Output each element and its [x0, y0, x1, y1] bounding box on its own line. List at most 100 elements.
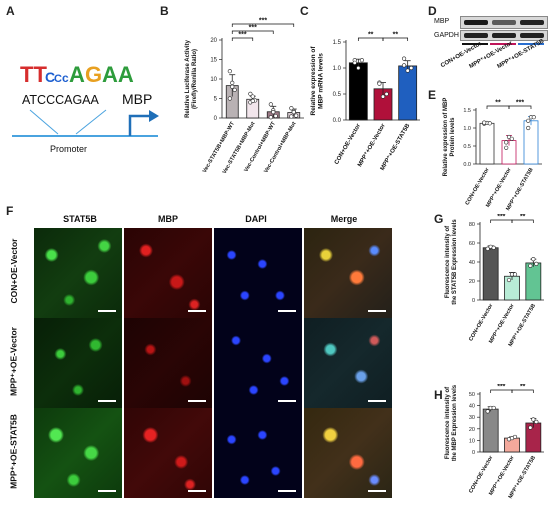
- scale-bar: [98, 400, 116, 402]
- significance-label: ***: [497, 214, 505, 221]
- significance-label: **: [495, 100, 501, 107]
- data-point: [291, 110, 296, 115]
- micrograph-mbp-mpp: [124, 318, 212, 408]
- row-label-stat5b: MPP⁺+OE-STAT5B: [8, 414, 19, 489]
- data-point: [487, 121, 492, 126]
- panel-label-c: C: [300, 4, 309, 18]
- svg-text:G: G: [85, 62, 102, 87]
- scale-bar: [98, 490, 116, 492]
- micrograph-stat5b-mpp: [34, 318, 122, 408]
- chart-g: 0 20 40 60 80 Fluorescence intensity ofthe ST…: [445, 214, 544, 348]
- significance-label: **: [368, 32, 374, 39]
- significance-bracket: [231, 30, 274, 34]
- y-tick-label: 10: [469, 438, 475, 444]
- data-point: [485, 246, 490, 251]
- tss-arrow-icon: [128, 114, 150, 136]
- micrograph-merge-stat5b: [304, 408, 392, 498]
- motif-pointer-left: [29, 109, 59, 135]
- gene-name: MBP: [122, 91, 152, 107]
- chart-e: 0.0 0.5 1.0 1.5 Relative expression of MBPPr…: [443, 98, 542, 212]
- data-point: [531, 417, 536, 422]
- panel-d-western-blot: MBP GAPDH CON+OE-Vector MPP⁺+OE-Vector M…: [432, 14, 550, 90]
- significance-label: **: [393, 32, 399, 39]
- data-point: [380, 94, 386, 99]
- significance-label: ***: [497, 384, 505, 391]
- y-tick-label: 80: [469, 222, 475, 228]
- data-point: [482, 120, 487, 125]
- significance-bracket: [231, 37, 254, 41]
- micrograph-merge-mpp: [304, 318, 392, 408]
- significance-label: ***: [259, 18, 267, 25]
- significance-bracket: [511, 389, 534, 393]
- sequence-logo: TT C C c A G AA: [20, 62, 134, 87]
- significance-bracket: [382, 37, 409, 41]
- promoter-schematic: TT C C c A G AA ATCCCAGAA MBP Promoter: [12, 62, 159, 154]
- y-tick-label: 1.0: [333, 66, 342, 72]
- y-tick-label: 1.0: [463, 126, 471, 132]
- data-point: [248, 91, 253, 96]
- data-point: [273, 113, 278, 119]
- data-point: [384, 91, 389, 97]
- gapdh-band-mpp: [492, 33, 516, 38]
- chart-h: 0 10 20 30 40 50 Fluorescence intensity ofthe …: [445, 384, 544, 500]
- chart-b: 0 5 10 15 20 Relative Luciferase Activity(Fir…: [185, 18, 304, 175]
- data-point: [528, 263, 533, 268]
- data-point: [405, 68, 410, 73]
- scale-bar: [278, 310, 296, 312]
- y-tick-label: 0.5: [463, 144, 471, 150]
- y-tick-label: 0: [472, 298, 475, 304]
- scale-bar: [188, 490, 206, 492]
- micrograph-dapi-stat5b: [214, 408, 302, 498]
- scale-bar: [278, 400, 296, 402]
- significance-label: ***: [249, 25, 257, 32]
- micrograph-merge-con: [304, 228, 392, 318]
- data-point: [528, 425, 533, 430]
- gapdh-blot-strip: [460, 30, 548, 41]
- mbp-band-mpp: [492, 20, 516, 25]
- bar: [348, 62, 368, 121]
- data-point: [227, 96, 232, 101]
- category-label: CON+OE-Vector: [334, 122, 362, 165]
- y-tick-label: 20: [210, 38, 217, 44]
- data-point: [294, 113, 299, 118]
- bar: [523, 120, 539, 165]
- lane-bar-mpp: [490, 43, 516, 45]
- data-point: [526, 125, 531, 131]
- micrograph-stat5b-con: [34, 228, 122, 318]
- column-header-dapi: DAPI: [245, 214, 267, 224]
- data-point: [352, 60, 357, 65]
- y-axis-label: Fluorescence intensity ofthe MBP Express…: [445, 384, 458, 461]
- svg-text:AA: AA: [102, 62, 134, 87]
- panel-label-f: F: [6, 204, 14, 218]
- micrograph-stat5b-stat5b: [34, 408, 122, 498]
- data-point: [409, 65, 414, 71]
- mbp-band-stat5b: [520, 20, 544, 25]
- row-label-con: CON+OE-Vector: [9, 238, 19, 304]
- micrograph-mbp-con: [124, 228, 212, 318]
- scale-bar: [188, 310, 206, 312]
- column-header-merge: Merge: [330, 214, 358, 224]
- data-point: [227, 69, 232, 74]
- data-point: [534, 261, 539, 267]
- y-tick-label: 0: [214, 116, 218, 122]
- data-point: [230, 84, 235, 89]
- data-point: [512, 272, 518, 277]
- svg-text:TT: TT: [20, 62, 47, 87]
- data-point: [356, 65, 361, 71]
- gapdh-band-stat5b: [520, 33, 544, 38]
- y-tick-label: 0.0: [463, 162, 471, 168]
- data-point: [271, 110, 276, 115]
- bar: [482, 247, 499, 301]
- motif-pointer-right: [75, 109, 107, 135]
- y-tick-label: 1.5: [463, 108, 471, 114]
- y-tick-label: 50: [469, 392, 475, 398]
- y-tick-label: 30: [469, 415, 475, 421]
- column-header-stat5b: STAT5B: [63, 214, 97, 224]
- data-point: [232, 87, 237, 93]
- y-tick-label: 40: [469, 404, 475, 410]
- y-tick-label: 5: [214, 97, 218, 103]
- panel-label-d: D: [428, 4, 437, 18]
- y-tick-label: 0.0: [333, 118, 342, 124]
- y-axis-label: Relative expression ofMBP mRNA levels: [310, 46, 325, 116]
- data-point: [491, 405, 496, 411]
